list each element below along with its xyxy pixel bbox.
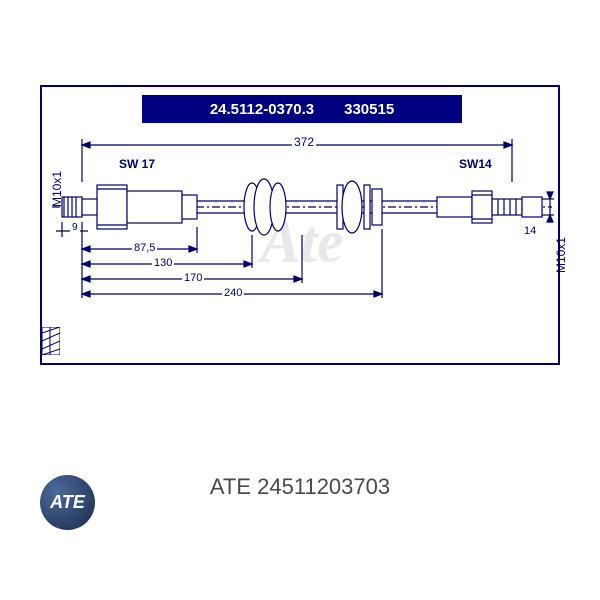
brand-logo: ATE xyxy=(40,475,95,530)
dim-14: 14 xyxy=(522,225,538,237)
part-number: 24.5112-0370.3 xyxy=(210,101,314,118)
footer-sku: 24511203703 xyxy=(257,474,390,499)
dim-87: 87,5 xyxy=(132,242,157,254)
dim-240: 240 xyxy=(222,287,244,299)
header-bar: 24.5112-0370.3 330515 xyxy=(142,95,462,123)
dim-9: 9 xyxy=(70,222,80,233)
dim-130: 130 xyxy=(152,257,174,269)
drawing-area: Ate M10x1 M10x1 SW 17 SW14 372 9 14 87,5… xyxy=(42,127,562,357)
footer-brand: ATE xyxy=(210,474,251,499)
dim-170: 170 xyxy=(182,272,204,284)
diagram-frame: 24.5112-0370.3 330515 Ate M10x1 M10x1 SW… xyxy=(40,85,560,365)
hatch-detail xyxy=(42,327,60,355)
thread-left-label: M10x1 xyxy=(50,171,64,207)
overall-length: 372 xyxy=(292,135,316,149)
part-code: 330515 xyxy=(344,101,394,118)
thread-right-label: M10x1 xyxy=(554,237,568,273)
hex-right-label: SW14 xyxy=(457,157,494,171)
logo-text: ATE xyxy=(50,492,85,513)
hex-left-label: SW 17 xyxy=(117,157,157,171)
footer-caption: ATE 24511203703 xyxy=(210,474,390,500)
